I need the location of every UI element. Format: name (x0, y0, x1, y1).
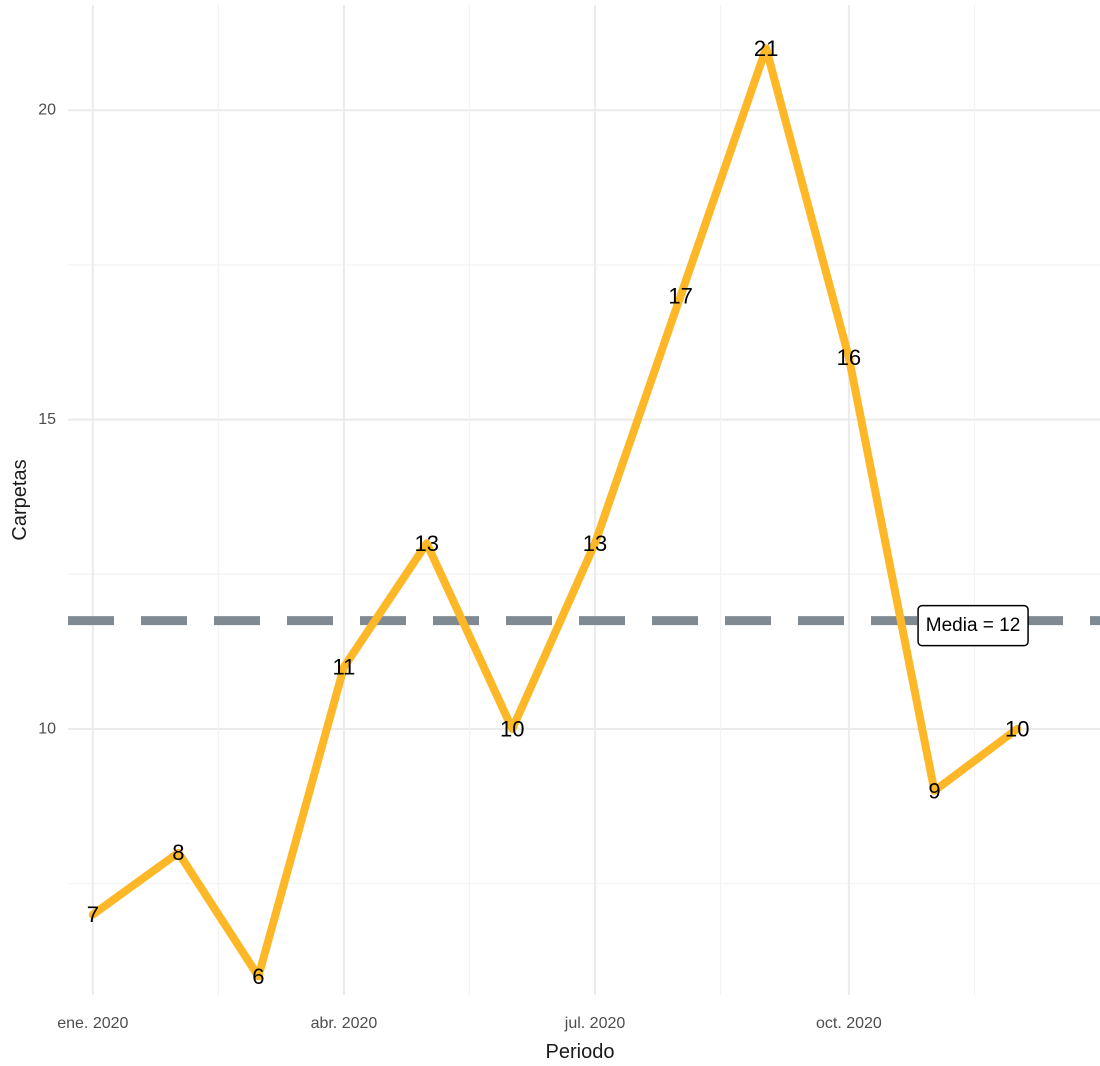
x-tick-label: ene. 2020 (57, 1015, 128, 1032)
x-tick-label: abr. 2020 (311, 1015, 378, 1032)
y-tick-label: 20 (38, 102, 56, 119)
x-tick-label: oct. 2020 (816, 1015, 882, 1032)
x-axis-title: Periodo (546, 1041, 615, 1063)
data-label: 9 (928, 778, 940, 803)
data-label: 13 (414, 531, 438, 556)
axis-ticks: ene. 2020 abr. 2020 jul. 2020 oct. 2020 10 15… (38, 102, 882, 1032)
data-label: 8 (172, 840, 184, 865)
y-tick-label: 10 (38, 720, 56, 737)
mean-label-box (917, 604, 1029, 647)
y-tick-label: 15 (38, 411, 56, 428)
data-labels: 7 8 6 11 13 10 13 17 21 16 9 10 (87, 36, 1030, 989)
grid (68, 5, 1100, 995)
data-label: 7 (87, 902, 99, 927)
data-label: 10 (500, 716, 524, 741)
data-label: 21 (754, 36, 778, 61)
data-label: 17 (668, 283, 692, 308)
data-label: 16 (837, 345, 861, 370)
data-label: 6 (252, 964, 264, 989)
mean-label: Media = 12 (926, 615, 1021, 636)
data-label: 11 (333, 655, 356, 680)
data-label: 10 (1005, 716, 1029, 741)
y-axis-title: Carpetas (9, 459, 31, 540)
mean-label-group: Media = 12 (917, 604, 1029, 647)
x-tick-label: jul. 2020 (564, 1015, 626, 1032)
series-carpetas (88, 44, 1022, 981)
data-label: 13 (583, 531, 607, 556)
series-line (88, 44, 1022, 981)
